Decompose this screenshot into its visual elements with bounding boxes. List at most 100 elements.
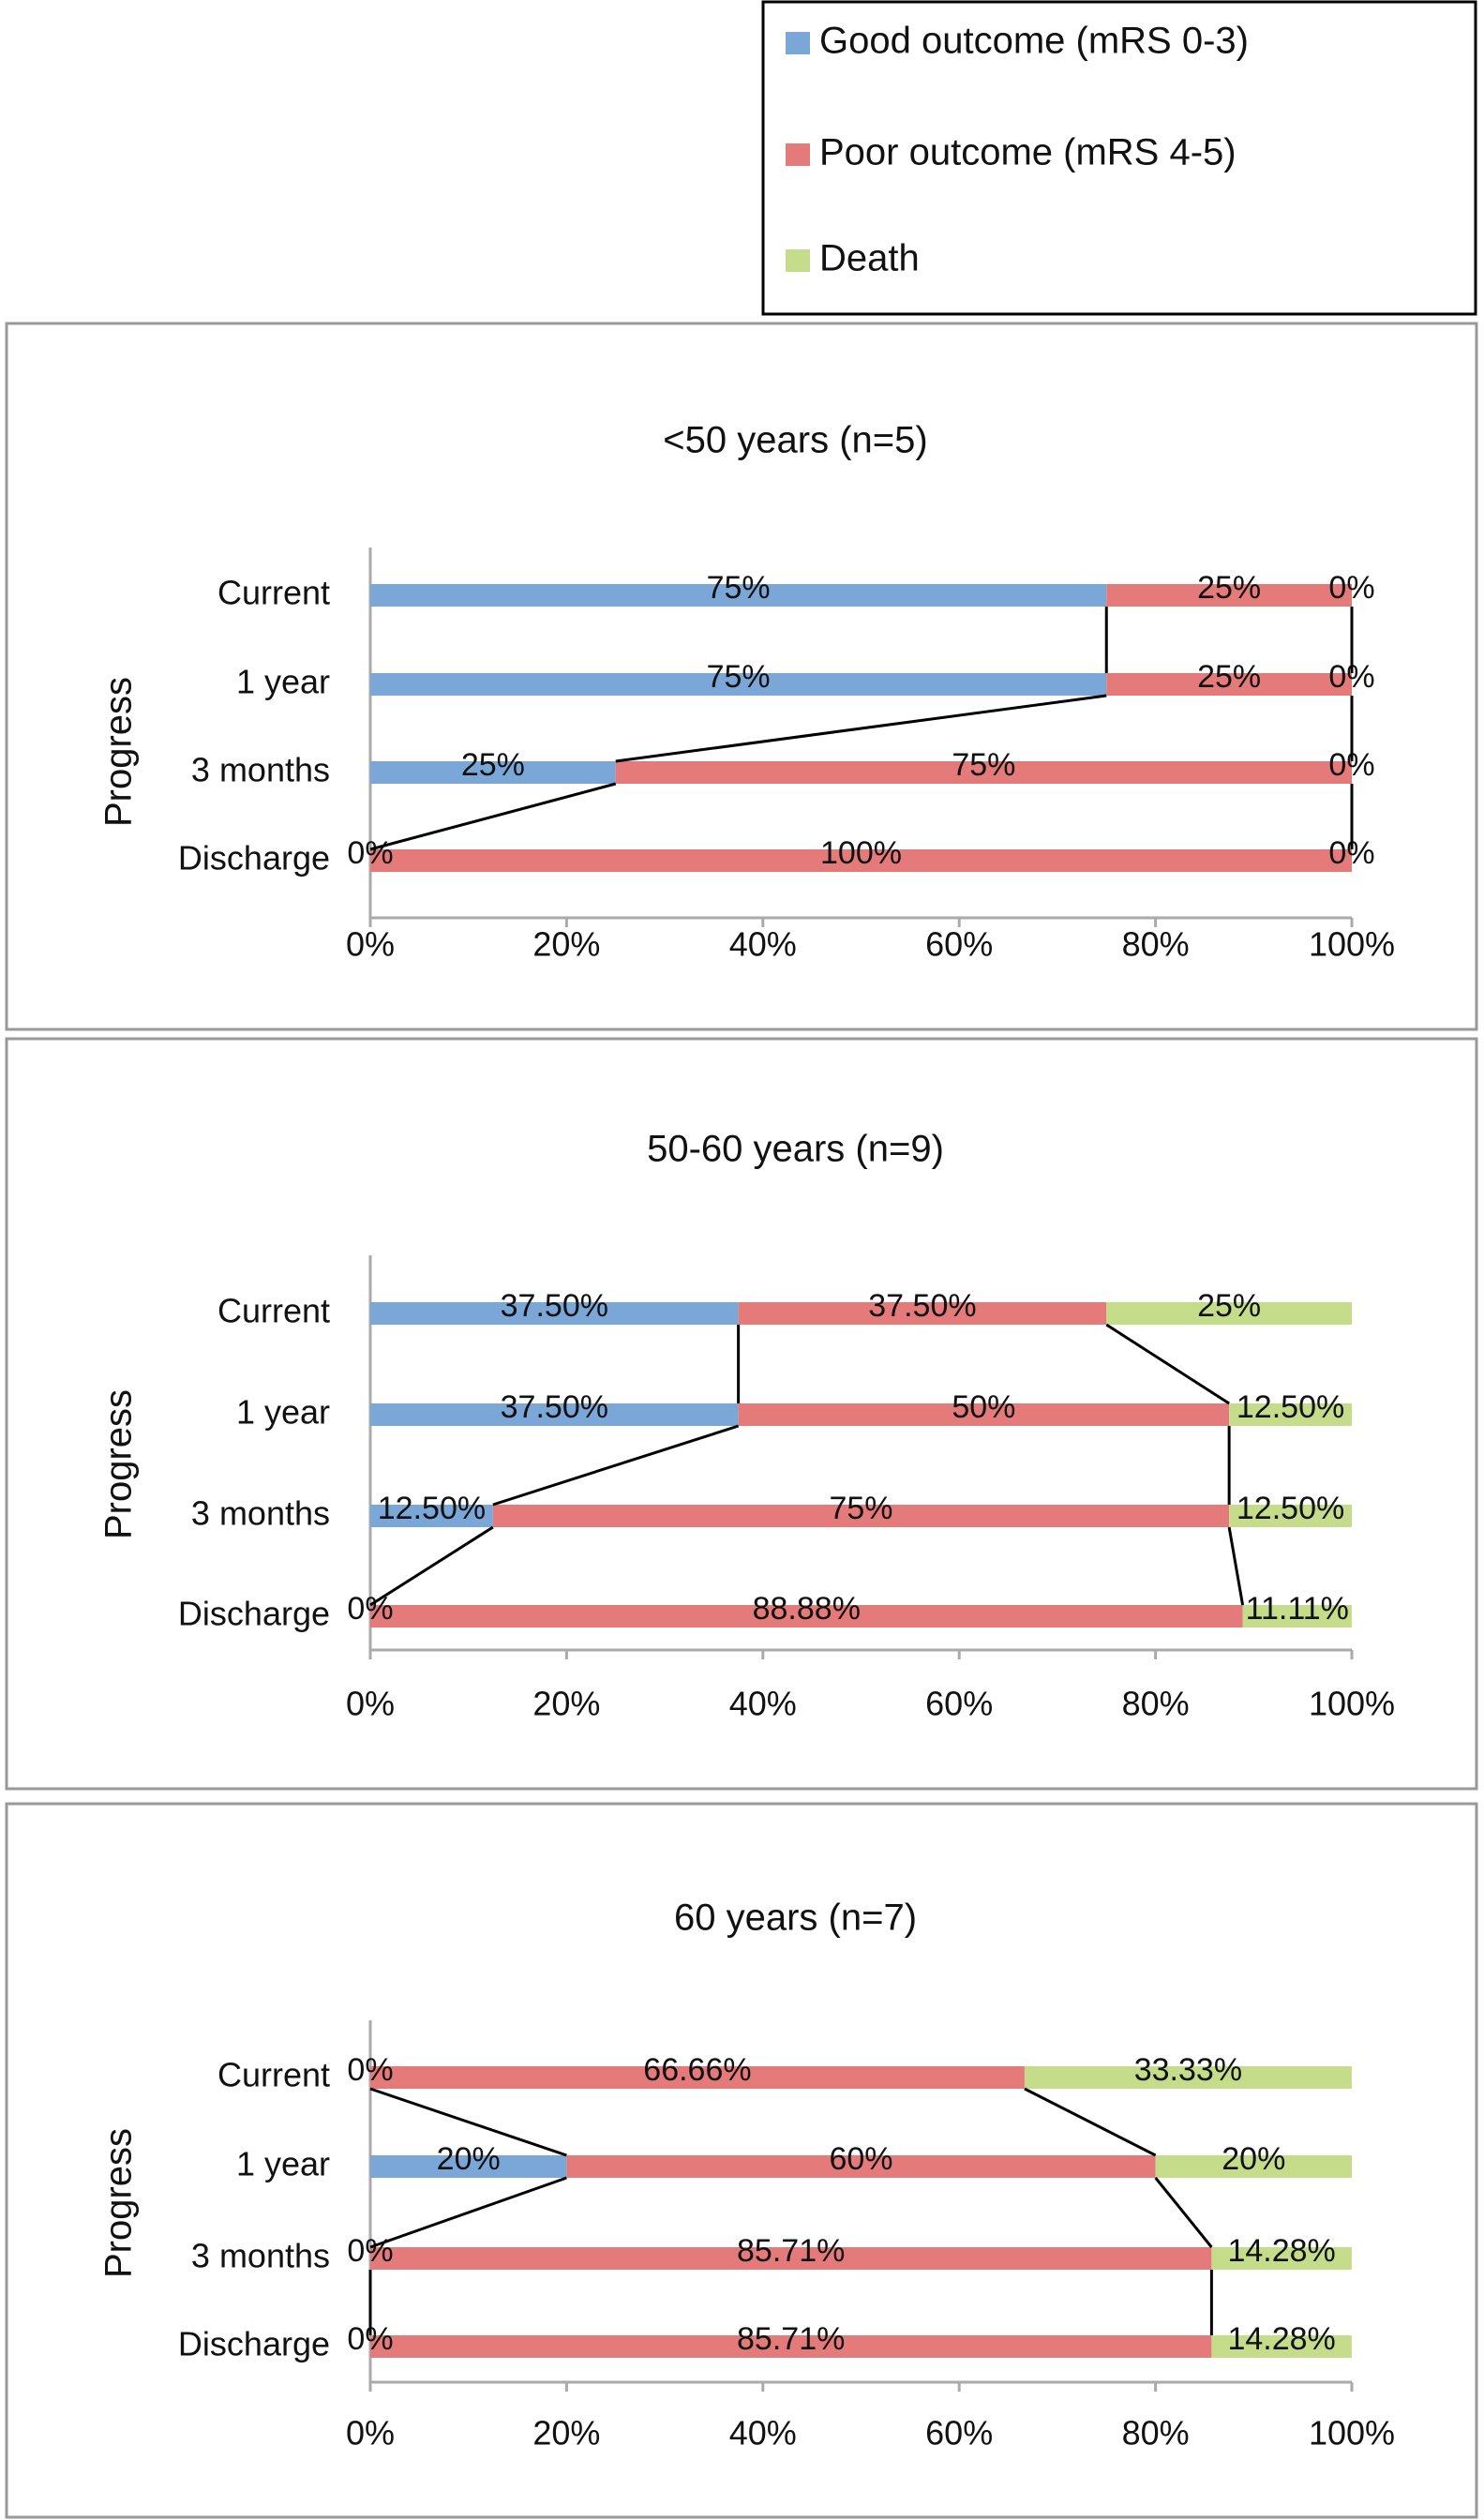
bar-segment bbox=[566, 2155, 1156, 2178]
y-axis-label: Progress bbox=[98, 1389, 140, 1539]
bar-segment bbox=[1229, 1403, 1352, 1426]
bar-segment bbox=[615, 761, 1352, 784]
data-label: 14.28% bbox=[1227, 2321, 1335, 2357]
legend-swatch bbox=[786, 249, 810, 272]
y-tick-label: Discharge bbox=[178, 839, 330, 878]
data-label: 37.50% bbox=[501, 1288, 608, 1324]
x-tick-label: 100% bbox=[1309, 1685, 1395, 1723]
data-label: 100% bbox=[820, 835, 902, 871]
connector-line bbox=[369, 2176, 567, 2249]
data-label: 75% bbox=[707, 570, 771, 606]
legend-box bbox=[761, 0, 1477, 316]
data-label: 37.50% bbox=[868, 1288, 976, 1324]
x-tick-label: 60% bbox=[925, 2414, 993, 2452]
panel bbox=[5, 322, 1478, 1031]
bar-segment bbox=[370, 849, 1352, 872]
data-label: 25% bbox=[461, 747, 525, 783]
bar-segment bbox=[370, 2335, 1212, 2358]
x-tick-label: 100% bbox=[1309, 2414, 1395, 2452]
data-label: 75% bbox=[952, 747, 1015, 783]
panel bbox=[5, 1802, 1478, 2519]
connector-line bbox=[1105, 1323, 1230, 1405]
bar-segment bbox=[370, 1605, 1243, 1628]
connector-line bbox=[1227, 1526, 1245, 1606]
data-label: 25% bbox=[1197, 570, 1261, 606]
connector-line bbox=[1024, 2087, 1157, 2157]
data-label: 75% bbox=[829, 1491, 892, 1526]
data-label: 0% bbox=[347, 835, 393, 871]
y-tick-label: Discharge bbox=[178, 2325, 330, 2363]
chart-title: <50 years (n=5) bbox=[663, 420, 927, 461]
bar-segment bbox=[1106, 1302, 1352, 1325]
bar-segment bbox=[370, 761, 616, 784]
y-tick-label: Discharge bbox=[178, 1595, 330, 1633]
bar-segment bbox=[1155, 2155, 1352, 2178]
connector-line bbox=[615, 694, 1107, 763]
bar-segment bbox=[1229, 1505, 1352, 1527]
bar-segment bbox=[1106, 673, 1352, 696]
y-tick-label: 3 months bbox=[191, 2237, 330, 2275]
bar-segment bbox=[370, 673, 1107, 696]
data-label: 50% bbox=[952, 1389, 1015, 1425]
data-label: 12.50% bbox=[378, 1491, 486, 1526]
bar-segment bbox=[370, 1505, 493, 1527]
legend-label: Death bbox=[819, 238, 920, 279]
data-label: 0% bbox=[347, 2233, 393, 2269]
y-tick-label: 3 months bbox=[191, 1494, 330, 1533]
x-tick-label: 80% bbox=[1122, 1685, 1190, 1723]
data-label: 0% bbox=[1328, 570, 1374, 606]
y-axis-label: Progress bbox=[98, 677, 140, 827]
data-label: 37.50% bbox=[501, 1389, 608, 1425]
data-label: 60% bbox=[829, 2141, 892, 2177]
y-tick-label: 3 months bbox=[191, 751, 330, 789]
bar-segment bbox=[370, 2247, 1212, 2270]
connector-line bbox=[369, 782, 617, 851]
legend-swatch bbox=[786, 143, 810, 166]
x-tick-label: 0% bbox=[346, 2414, 395, 2452]
data-label: 0% bbox=[347, 2052, 393, 2088]
legend-label: Poor outcome (mRS 4-5) bbox=[819, 132, 1237, 173]
x-tick-label: 40% bbox=[729, 2414, 797, 2452]
data-label: 66.66% bbox=[643, 2052, 751, 2088]
x-tick-label: 0% bbox=[346, 1685, 395, 1723]
connector-line bbox=[492, 1424, 740, 1507]
bar-segment bbox=[738, 1302, 1107, 1325]
x-tick-label: 40% bbox=[729, 1685, 797, 1723]
connector-line bbox=[1154, 2177, 1213, 2248]
data-label: 20% bbox=[437, 2141, 501, 2177]
y-tick-label: Current bbox=[217, 1292, 330, 1330]
y-tick-label: Current bbox=[217, 574, 330, 612]
data-label: 12.50% bbox=[1237, 1491, 1344, 1526]
legend-label: Good outcome (mRS 0-3) bbox=[819, 21, 1249, 62]
data-label: 12.50% bbox=[1237, 1389, 1344, 1425]
legend-swatch bbox=[786, 32, 810, 54]
y-tick-label: 1 year bbox=[236, 1393, 330, 1432]
bar-segment bbox=[370, 2155, 567, 2178]
chart-title: 60 years (n=7) bbox=[674, 1898, 917, 1939]
y-tick-label: Current bbox=[217, 2056, 330, 2094]
x-tick-label: 20% bbox=[532, 925, 600, 964]
data-label: 25% bbox=[1197, 659, 1261, 695]
x-tick-label: 80% bbox=[1122, 925, 1190, 964]
x-tick-label: 100% bbox=[1309, 925, 1395, 964]
data-label: 11.11% bbox=[1246, 1591, 1349, 1627]
x-tick-label: 0% bbox=[346, 925, 395, 964]
x-tick-label: 20% bbox=[532, 1685, 600, 1723]
bar-segment bbox=[370, 584, 1107, 607]
connector-line bbox=[369, 2087, 567, 2157]
bar-segment bbox=[1211, 2247, 1352, 2270]
data-label: 85.71% bbox=[737, 2321, 845, 2357]
data-label: 14.28% bbox=[1227, 2233, 1335, 2269]
bar-segment bbox=[370, 2066, 1025, 2089]
x-tick-label: 60% bbox=[925, 925, 993, 964]
y-tick-label: 1 year bbox=[236, 663, 330, 701]
x-tick-label: 40% bbox=[729, 925, 797, 964]
bar-segment bbox=[492, 1505, 1230, 1527]
bar-segment bbox=[1024, 2066, 1352, 2089]
data-label: 75% bbox=[707, 659, 771, 695]
panel bbox=[5, 1037, 1478, 1791]
data-label: 88.88% bbox=[753, 1591, 861, 1627]
data-label: 85.71% bbox=[737, 2233, 845, 2269]
bar-segment bbox=[1211, 2335, 1352, 2358]
